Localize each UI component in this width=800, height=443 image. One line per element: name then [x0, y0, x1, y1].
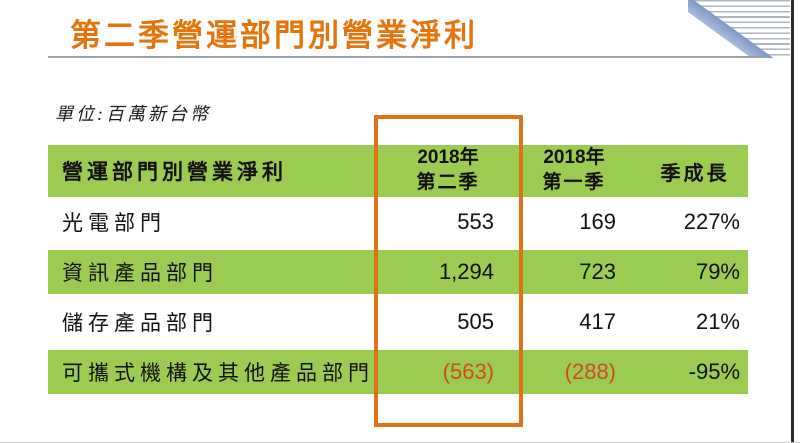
operating-profit-table: 營運部門別營業淨利 2018年 第二季 2018年 第一季 季成長 光電部門 5…: [48, 145, 748, 397]
header-2018-q1: 2018年 第一季: [518, 146, 630, 195]
table-row-optoelectronics: 光電部門 553 169 227%: [48, 197, 748, 247]
header-2018-q2: 2018年 第二季: [378, 146, 518, 195]
q1-value: 169: [579, 209, 616, 234]
growth-value: -95%: [688, 359, 740, 384]
q1-value: 417: [579, 309, 616, 334]
q1-value-negative: (288): [564, 359, 616, 384]
row-label: 資訊產品部門: [62, 261, 218, 285]
table-row-information-products: 資訊產品部門 1,294 723 79%: [48, 250, 748, 294]
page-title: 第二季營運部門別營業淨利: [70, 18, 478, 53]
growth-value: 227%: [683, 209, 740, 234]
slide-right-border: [791, 0, 794, 442]
q2-value: 553: [457, 209, 494, 234]
header-2018-q1-year: 2018年: [543, 147, 605, 169]
q2-value: 505: [457, 309, 494, 334]
table-header-row: 營運部門別營業淨利 2018年 第二季 2018年 第一季 季成長: [48, 145, 748, 197]
growth-value: 21%: [695, 309, 740, 334]
corner-swoosh-decoration: [688, 0, 790, 58]
row-label: 可攜式機構及其他產品部門: [62, 361, 374, 385]
table-row-storage-products: 儲存產品部門 505 417 21%: [48, 297, 748, 347]
growth-value: 79%: [695, 259, 740, 284]
header-2018-q1-quarter: 第一季: [542, 172, 606, 193]
q2-value-negative: (563): [442, 359, 494, 384]
header-2018-q2-quarter: 第二季: [416, 172, 480, 193]
row-label: 光電部門: [62, 211, 166, 235]
header-department: 營運部門別營業淨利: [62, 160, 287, 184]
title-underline: [48, 56, 765, 58]
header-2018-q2-year: 2018年: [417, 147, 479, 169]
header-qoq-growth: 季成長: [660, 162, 730, 185]
row-label: 儲存產品部門: [62, 311, 218, 335]
q1-value: 723: [579, 259, 616, 284]
unit-label: 單位:百萬新台幣: [55, 104, 211, 124]
q2-value: 1,294: [438, 259, 494, 284]
table-row-portable-mechanics-others: 可攜式機構及其他產品部門 (563) (288) -95%: [48, 350, 748, 394]
